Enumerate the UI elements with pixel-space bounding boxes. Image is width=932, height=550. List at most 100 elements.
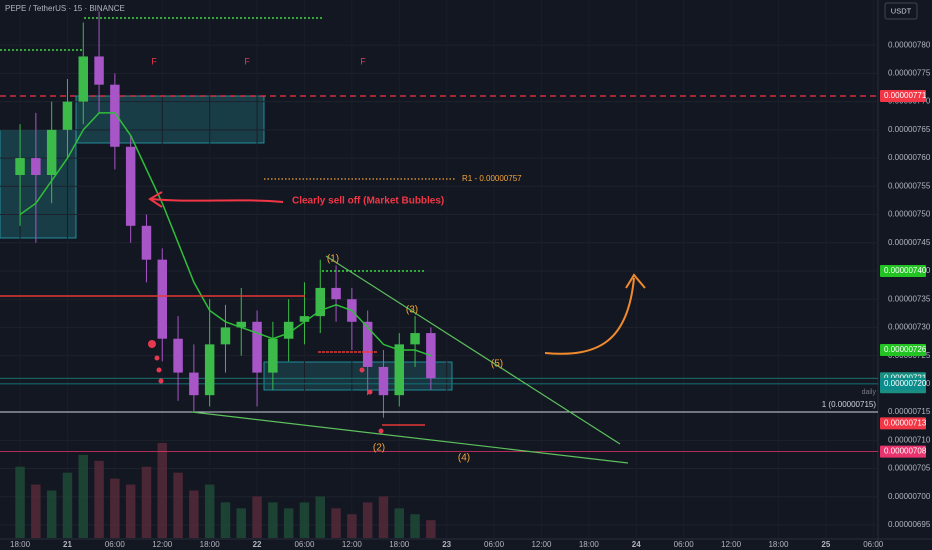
- annotation: Clearly sell off (Market Bubbles): [292, 196, 444, 207]
- candle-body: [173, 338, 183, 373]
- trendline: [325, 255, 621, 445]
- moving-average: [19, 112, 432, 357]
- bubble: [148, 340, 156, 348]
- volume-bar: [189, 490, 199, 538]
- volume-bar: [15, 466, 25, 538]
- candle-body: [141, 225, 152, 260]
- y-tick-label: 0.00000700: [888, 492, 931, 501]
- volume-bar: [31, 484, 41, 538]
- price-label-box: [880, 89, 926, 102]
- volume-bar: [426, 520, 436, 538]
- zone-box: [75, 95, 265, 144]
- wave-label: (2): [373, 443, 385, 454]
- x-tick-label: 12:00: [721, 540, 742, 549]
- y-tick-label: 0.00000735: [888, 294, 931, 303]
- candle-body: [299, 316, 310, 322]
- price-label-box: [880, 445, 926, 458]
- volume-bar: [347, 514, 357, 538]
- volume-bar: [62, 472, 73, 538]
- bubble: [359, 367, 365, 373]
- volume-bar: [220, 502, 231, 538]
- candle-body: [110, 84, 120, 147]
- candle-body: [283, 321, 294, 339]
- volume-bar: [125, 484, 136, 538]
- bubble: [158, 378, 164, 384]
- candle-body: [378, 366, 389, 396]
- price-label: 0.00000771: [884, 91, 927, 100]
- currency-button[interactable]: [884, 2, 918, 20]
- level-label: 1 (0.00000715): [822, 400, 877, 409]
- y-tick-label: 0.00000710: [888, 435, 931, 444]
- x-tick-label: 06:00: [863, 540, 884, 549]
- y-tick-label: 0.00000730: [888, 323, 931, 332]
- candle-body: [315, 287, 326, 317]
- candle-body: [94, 56, 104, 85]
- volume-bar: [46, 490, 57, 538]
- x-tick-label: 12:00: [531, 540, 552, 549]
- x-tick-label: 25: [821, 540, 830, 549]
- trendline: [191, 411, 629, 464]
- wave-label: (5): [491, 359, 503, 370]
- volume-bar: [362, 502, 373, 538]
- candle-body: [331, 287, 341, 300]
- annotation: R1 - 0.00000757: [462, 174, 522, 183]
- x-tick-label: 24: [632, 540, 641, 549]
- candle-body: [410, 333, 420, 345]
- volume-bar: [315, 496, 326, 538]
- price-label-box: [880, 344, 926, 357]
- zone-box: [0, 129, 77, 239]
- y-tick-label: 0.00000775: [888, 68, 931, 77]
- x-tick-label: 06:00: [294, 540, 315, 549]
- volume-bar: [394, 508, 405, 538]
- chart-title: PEPE / TetherUS · 15 · BINANCE: [5, 4, 125, 13]
- f-marker: F: [151, 56, 157, 66]
- drawings-back: [0, 44, 878, 538]
- x-tick-label: 18:00: [579, 540, 600, 549]
- volume-bar: [110, 478, 120, 538]
- candle-body: [220, 327, 231, 345]
- x-tick-label: 23: [442, 540, 451, 549]
- price-label: 0.00000720: [884, 379, 927, 388]
- volume-bar: [299, 502, 310, 538]
- candle-body: [78, 56, 89, 102]
- f-marker: F: [360, 56, 366, 66]
- candle-body: [189, 372, 199, 396]
- price-label: 0.00000726: [884, 345, 927, 354]
- candle-body: [125, 146, 136, 226]
- volume-bar: [410, 514, 420, 538]
- price-label-box: [880, 377, 926, 390]
- bubble: [378, 428, 384, 434]
- f-marker: F: [244, 56, 250, 66]
- candle-body: [252, 321, 262, 373]
- candle-body: [268, 338, 278, 373]
- x-tick-label: 12:00: [342, 540, 363, 549]
- x-tick-label: 18:00: [200, 540, 221, 549]
- x-tick-label: 18:00: [389, 540, 410, 549]
- y-tick-label: 0.00000760: [888, 153, 931, 162]
- candle-body: [15, 158, 25, 176]
- candle-body: [31, 158, 41, 176]
- zone-box: [263, 361, 453, 391]
- price-label-box: [880, 264, 926, 277]
- candle-body: [394, 344, 405, 396]
- volume-bar: [78, 454, 89, 538]
- arrow: [544, 277, 635, 355]
- x-tick-label: 06:00: [105, 540, 126, 549]
- y-tick-label: 0.00000750: [888, 210, 931, 219]
- y-tick-label: 0.00000765: [888, 125, 931, 134]
- volume-bar: [173, 472, 183, 538]
- x-tick-label: 06:00: [674, 540, 695, 549]
- volume-bar: [141, 466, 152, 538]
- y-tick-label: 0.00000695: [888, 520, 931, 529]
- currency-label: USDT: [891, 6, 912, 15]
- bubble: [156, 367, 162, 373]
- x-tick-label: 18:00: [10, 540, 31, 549]
- candle-body: [46, 129, 57, 176]
- y-tick-label: 0.00000745: [888, 238, 931, 247]
- price-label: 0.00000740: [884, 266, 927, 275]
- drawings-front: Clearly sell off (Market Bubbles) R1 - 0…: [0, 17, 878, 464]
- candle-body: [362, 321, 373, 367]
- volume-bar: [236, 508, 247, 538]
- y-tick-label: 0.00000715: [888, 407, 931, 416]
